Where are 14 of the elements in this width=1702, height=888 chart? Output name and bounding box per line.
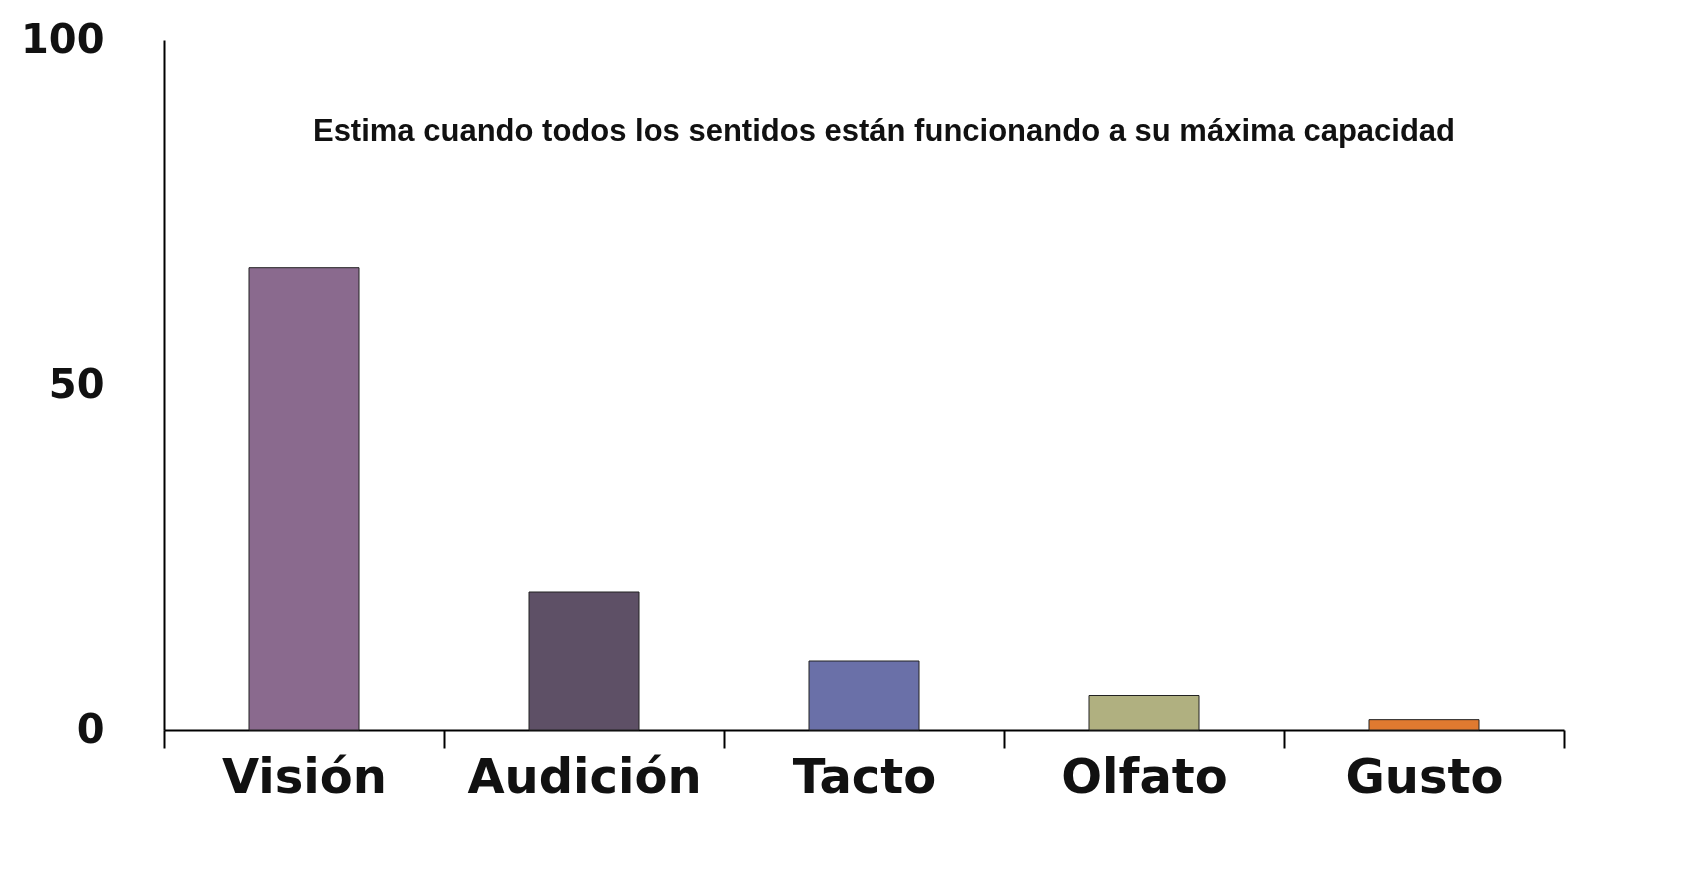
x-tick-label: Audición xyxy=(467,747,702,804)
x-tick-label: Visión xyxy=(222,747,387,804)
bar xyxy=(808,660,920,731)
bar xyxy=(528,591,640,731)
text: Estima cuando todos los sentidos están funcionando a su máxima capacidad xyxy=(312,113,1456,148)
x-tick-label: Olfato xyxy=(1061,747,1228,804)
x-tick-label: Tacto xyxy=(792,747,937,804)
y-tick-label: 0 xyxy=(76,705,105,752)
bar xyxy=(248,267,360,731)
bar xyxy=(1088,695,1200,731)
bar xyxy=(1368,719,1480,731)
x-tick-label: Gusto xyxy=(1345,747,1504,804)
y-tick-label: 50 xyxy=(48,360,105,407)
y-tick-label: 100 xyxy=(21,15,105,62)
